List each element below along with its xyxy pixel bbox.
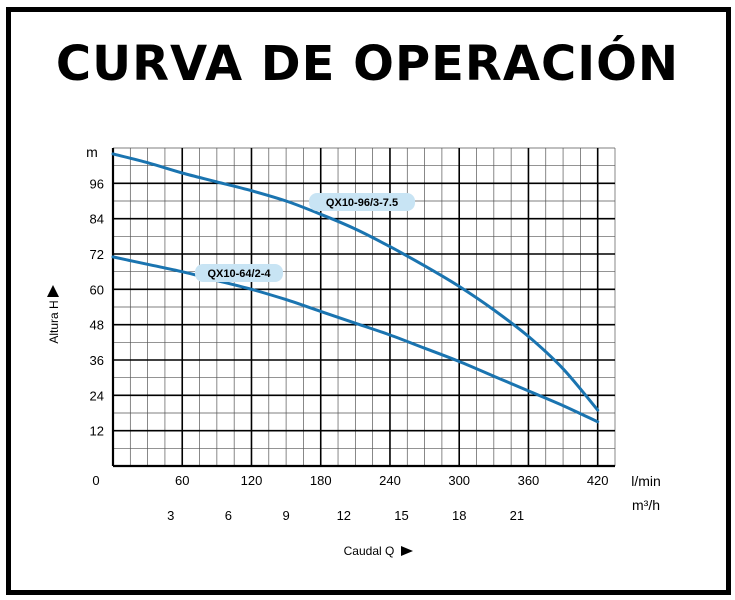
x-tick-label-m3h: 9 [282,508,289,523]
series-label-2: QX10-64/2-4 [208,268,272,280]
origin-label: 0 [92,473,99,488]
y-unit-label: m [86,144,98,160]
x-unit-secondary-label: m³/h [632,497,660,513]
chart-grid [111,147,616,468]
x-tick-label-lmin: 300 [448,473,470,488]
chart-labels: m 0 l/min m³/h Altura H Caudal Q [47,144,661,558]
y-tick-label: 36 [90,353,104,368]
y-tick-label: 48 [90,318,104,333]
x-tick-label-m3h: 21 [510,508,524,523]
series-label-bubble-2 [195,264,283,282]
series-label-1: QX10-96/3-7.5 [326,197,398,209]
x-tick-label-m3h: 18 [452,508,466,523]
x-tick-label-m3h: 6 [225,508,232,523]
series-label-bubble-1 [309,193,415,211]
x-tick-label-m3h: 12 [337,508,351,523]
x-tick-label-m3h: 3 [167,508,174,523]
chart-curves: QX10-96/3-7.5 QX10-64/2-4 [111,152,600,424]
y-axis-arrow-icon [47,285,59,297]
y-tick-label: 96 [90,176,104,191]
y-tick-label: 84 [90,212,104,227]
x-tick-label-lmin: 60 [175,473,189,488]
x-unit-primary-label: l/min [631,473,661,489]
x-tick-label-lmin: 420 [587,473,609,488]
y-tick-label: 72 [90,247,104,262]
x-tick-label-m3h: 15 [394,508,408,523]
x-axis-arrow-icon [401,546,413,556]
series-line-1 [111,152,600,412]
y-tick-label: 60 [90,282,104,297]
x-tick-label-lmin: 360 [518,473,540,488]
x-tick-label-lmin: 120 [241,473,263,488]
y-axis-label: Altura H [47,300,61,343]
page-title: CURVA DE OPERACIÓN [55,36,680,92]
outer-border-frame [6,7,731,595]
y-tick-label: 24 [90,388,104,403]
x-tick-label-lmin: 180 [310,473,332,488]
x-tick-label-lmin: 240 [379,473,401,488]
x-axis-label: Caudal Q [344,544,395,558]
y-tick-label: 12 [90,424,104,439]
series-line-2 [111,255,600,424]
